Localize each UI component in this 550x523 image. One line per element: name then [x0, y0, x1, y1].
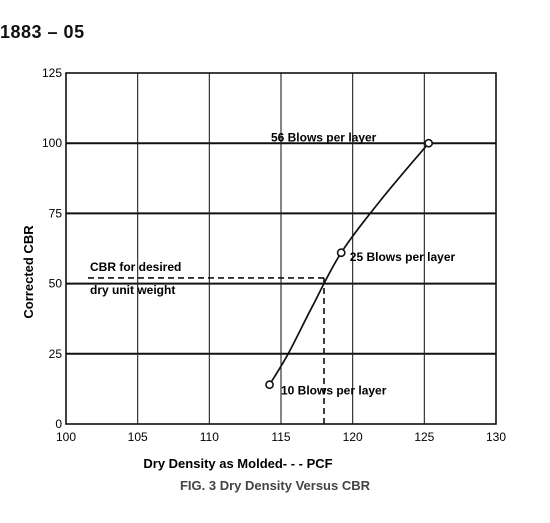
data-point-5 — [424, 138, 434, 148]
point-label-2: 56 Blows per layer — [271, 131, 377, 145]
y-tick-label-25: 25 — [49, 347, 63, 361]
tick-labels: 0 25 50 75 100 125 100 105 110 115 120 125 130 — [42, 66, 506, 444]
x-tick-label-100: 100 — [56, 430, 76, 444]
series-layer — [265, 138, 434, 390]
x-axis-label: Dry Density as Molded- - - PCF — [143, 456, 332, 471]
y-tick-label-75: 75 — [49, 206, 63, 220]
data-point-3 — [336, 248, 346, 258]
reference-label-line2: dry unit weight — [90, 283, 175, 297]
point-label-1: 25 Blows per layer — [350, 250, 456, 264]
figure-caption: FIG. 3 Dry Density Versus CBR — [179, 478, 370, 493]
y-tick-label-125: 125 — [42, 66, 62, 80]
document-number: 1883 – 05 — [0, 22, 85, 42]
x-tick-label-105: 105 — [128, 430, 148, 444]
grid — [66, 73, 496, 424]
y-tick-label-0: 0 — [55, 417, 62, 431]
reference-label-line1: CBR for desired — [90, 260, 181, 274]
x-tick-label-115: 115 — [271, 430, 290, 444]
annotation-layer: 10 Blows per layer 25 Blows per layer 56 B… — [90, 131, 456, 398]
x-tick-label-110: 110 — [200, 430, 219, 444]
y-axis-label: Corrected CBR — [21, 225, 36, 319]
reference-lines — [88, 277, 325, 424]
data-point-0 — [265, 380, 274, 390]
y-tick-label-50: 50 — [49, 277, 63, 291]
x-tick-label-120: 120 — [343, 430, 363, 444]
series-line-0 — [268, 142, 430, 386]
x-tick-label-130: 130 — [486, 430, 506, 444]
x-tick-label-125: 125 — [414, 430, 434, 444]
plot-border — [65, 72, 497, 425]
y-tick-label-100: 100 — [42, 136, 62, 150]
point-label-0: 10 Blows per layer — [281, 383, 387, 397]
plot-frame — [65, 72, 497, 425]
